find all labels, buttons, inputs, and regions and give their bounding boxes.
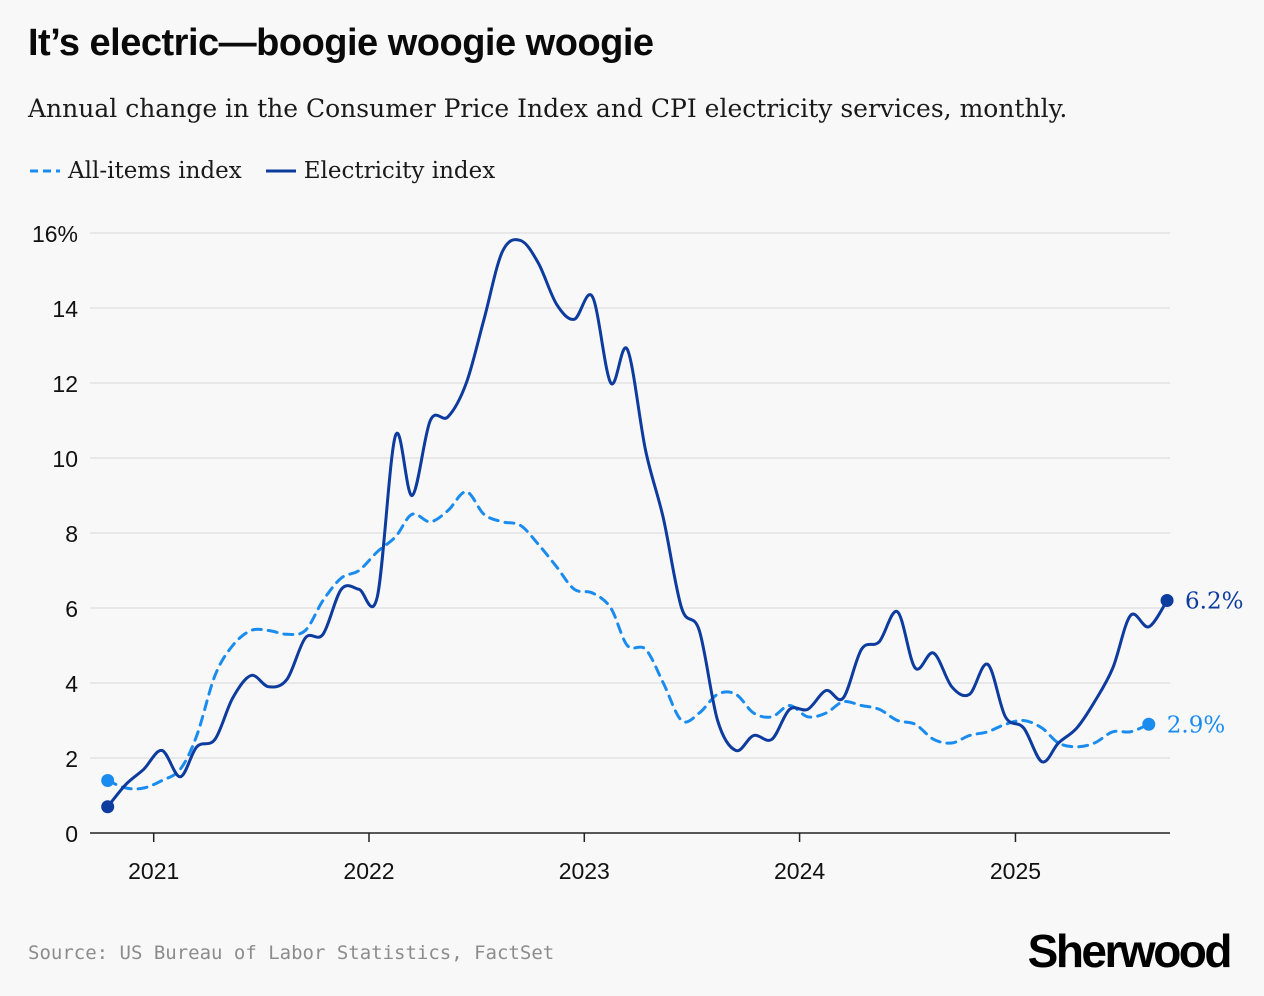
y-tick-label: 12	[52, 371, 78, 397]
y-tick-label: 8	[65, 521, 78, 547]
legend-item-electricity: Electricity index	[264, 158, 496, 184]
chart-title: It’s electric—boogie woogie woogie	[28, 22, 654, 64]
legend-swatch-solid-icon	[265, 169, 296, 173]
end-value-label-electricity: 6.2%	[1185, 589, 1243, 615]
x-tick-label: 2023	[559, 858, 610, 884]
chart-subtitle: Annual change in the Consumer Price Inde…	[28, 94, 1068, 123]
x-tick-label: 2025	[990, 858, 1041, 884]
series-line-all-items	[106, 490, 1151, 791]
y-tick-label: 6	[65, 596, 78, 622]
y-tick-label: 10	[52, 446, 78, 472]
series-start-point-all-items	[101, 774, 115, 787]
x-tick-label: 2022	[343, 858, 394, 884]
y-tick-label: 0	[65, 821, 78, 847]
y-tick-label: 4	[65, 671, 78, 697]
series-end-point-electricity	[1160, 594, 1174, 607]
series-line-electricity	[106, 238, 1169, 809]
x-tick-label: 2021	[128, 858, 179, 884]
legend: All-items index Electricity index	[28, 158, 495, 184]
end-value-label-all-items: 2.9%	[1167, 712, 1225, 738]
legend-label-electricity: Electricity index	[303, 158, 496, 184]
sherwood-logo: Sherwood	[1027, 925, 1233, 977]
y-tick-label: 14	[52, 296, 78, 322]
legend-item-all-items: All-items index	[28, 158, 242, 184]
x-tick-label: 2024	[774, 858, 825, 884]
y-tick-label: 2	[65, 746, 78, 772]
legend-label-all-items: All-items index	[68, 158, 242, 184]
y-tick-label: 16%	[32, 221, 78, 247]
legend-swatch-dashed-icon	[30, 169, 60, 173]
series-start-point-electricity	[101, 800, 115, 814]
series-end-point-all-items	[1142, 717, 1156, 731]
source-note: Source: US Bureau of Labor Statistics, F…	[28, 942, 555, 964]
